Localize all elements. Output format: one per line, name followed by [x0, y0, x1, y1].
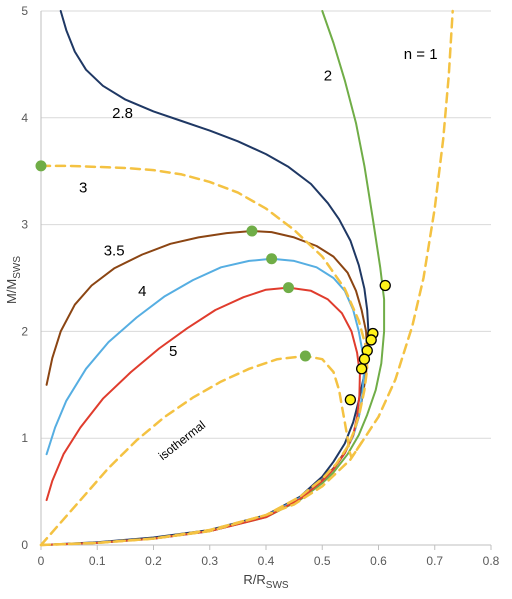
x-axis-title-main: R/R — [243, 572, 265, 587]
y-tick-label: 1 — [21, 431, 28, 445]
series-line-2-8 — [40, 10, 370, 546]
marker-yellow — [355, 363, 368, 375]
curve-label: 2 — [324, 67, 332, 84]
x-axis-title: R/RSWS — [243, 572, 288, 591]
series-line-isothermal — [39, 354, 366, 547]
curve-label: 4 — [138, 283, 146, 300]
x-tick-label: 0.6 — [370, 554, 387, 568]
series-line-4 — [40, 257, 365, 546]
x-axis-title-sub: SWS — [266, 580, 289, 591]
y-axis-title-sub: SWS — [12, 256, 23, 279]
marker-green — [283, 282, 294, 294]
y-tick-label: 4 — [21, 111, 28, 125]
y-axis-title-main: M/M — [4, 279, 19, 304]
series-line-5 — [40, 286, 361, 546]
curve-label: isothermal — [156, 418, 208, 463]
curve-labels: 2.8 2 n = 1 3 3.5 4 5 isothermal — [79, 46, 438, 463]
x-tick-label: 0.8 — [483, 554, 500, 568]
x-tick-label: 0.2 — [145, 554, 162, 568]
curve-label: 3.5 — [104, 243, 125, 260]
x-tick-label: 0.5 — [314, 554, 331, 568]
curve-label: n = 1 — [404, 46, 438, 63]
grid-lines — [41, 10, 491, 439]
curve-label: 5 — [169, 343, 177, 360]
marker-green — [266, 253, 278, 265]
y-tick-label: 2 — [21, 324, 28, 338]
series-line-n-1 — [39, 9, 454, 547]
y-tick-label: 3 — [21, 218, 28, 232]
marker-green — [299, 350, 311, 362]
marker-green — [35, 160, 47, 172]
x-tick-label: 0.1 — [89, 554, 106, 568]
curve-label: 2.8 — [112, 105, 133, 122]
markers — [35, 160, 391, 406]
series-lines — [39, 9, 454, 547]
x-tick-label: 0.7 — [426, 554, 443, 568]
x-tick-label: 0.3 — [201, 554, 218, 568]
y-tick-label: 5 — [21, 4, 28, 18]
marker-green — [246, 225, 258, 237]
marker-yellow — [365, 334, 377, 346]
x-tick-labels: 0 0.1 0.2 0.3 0.4 0.5 0.6 0.7 0.8 — [38, 554, 500, 568]
x-tick-label: 0 — [38, 554, 45, 568]
x-tick-label: 0.4 — [258, 554, 275, 568]
y-axis-title: M/MSWS — [4, 256, 23, 304]
axes — [40, 11, 492, 550]
marker-yellow — [379, 279, 391, 292]
y-tick-label: 0 — [21, 538, 28, 552]
marker-yellow — [358, 353, 371, 365]
marker-yellow — [344, 394, 357, 406]
series-line-3-5 — [40, 230, 369, 546]
curve-label: 3 — [79, 180, 87, 197]
y-tick-labels: 0 1 2 3 4 5 — [21, 4, 28, 552]
